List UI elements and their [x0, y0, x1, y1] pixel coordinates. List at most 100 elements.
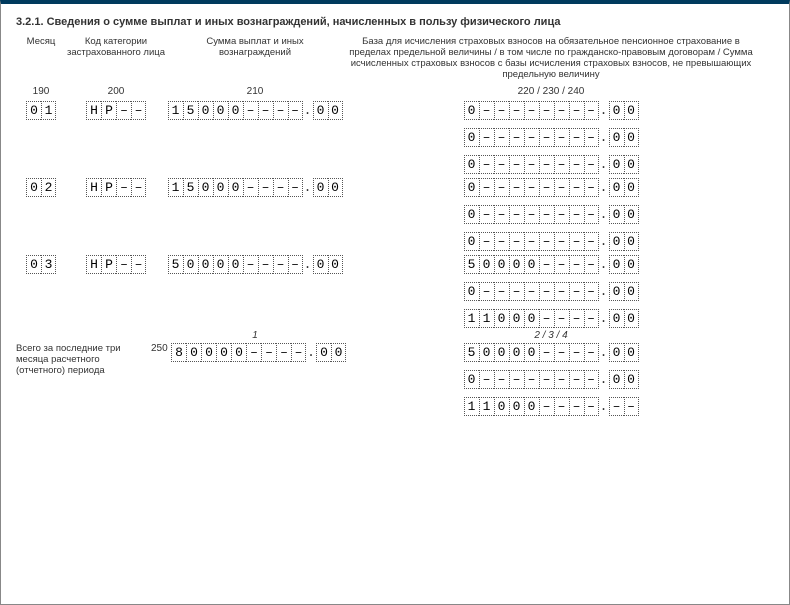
char-cell: 2: [41, 178, 56, 197]
char-cell: 1: [168, 101, 183, 120]
char-cell: –: [273, 101, 288, 120]
decimal-dot: .: [599, 255, 609, 274]
char-cell: –: [524, 101, 539, 120]
char-cell: –: [494, 101, 509, 120]
char-cell: 0: [624, 309, 639, 328]
char-cell: –: [624, 397, 639, 416]
char-cell: –: [539, 205, 554, 224]
char-cell: 0: [228, 255, 243, 274]
char-cell: 0: [26, 178, 41, 197]
char-cell: –: [131, 178, 146, 197]
char-cell: 0: [524, 343, 539, 362]
char-cell: 0: [624, 232, 639, 251]
column-headers: Месяц Код категории застрахованного лица…: [16, 36, 774, 80]
data-rows: 01НР––15000––––.000––––––––.000––––––––.…: [16, 101, 774, 328]
sum-cell: 15000––––.00: [166, 101, 336, 120]
char-cell: 0: [464, 205, 479, 224]
char-cell: 8: [171, 343, 186, 362]
code-code: 200: [66, 86, 166, 97]
decimal-dot: .: [599, 282, 609, 301]
char-cell: –: [584, 128, 599, 147]
char-cell: –: [539, 232, 554, 251]
char-cell: –: [509, 155, 524, 174]
decimal-dot: .: [599, 232, 609, 251]
char-cell: –: [584, 397, 599, 416]
char-cell: 0: [524, 309, 539, 328]
char-cell: –: [509, 128, 524, 147]
char-cell: 0: [464, 101, 479, 120]
char-cell: 0: [624, 128, 639, 147]
char-cell: 0: [216, 343, 231, 362]
char-cell: –: [554, 205, 569, 224]
header-base: База для исчисления страховых взносов на…: [336, 36, 756, 80]
char-cell: –: [243, 178, 258, 197]
char-cell: –: [131, 255, 146, 274]
char-cell: –: [479, 282, 494, 301]
char-cell: –: [569, 155, 584, 174]
char-cell: –: [569, 205, 584, 224]
category-cell: НР––: [66, 255, 166, 274]
char-cell: –: [569, 255, 584, 274]
sum-cell: 50000––––.00: [166, 255, 336, 274]
char-cell: –: [288, 255, 303, 274]
char-cell: –: [539, 343, 554, 362]
char-cell: 0: [464, 282, 479, 301]
note-sum: 1: [166, 330, 336, 341]
char-cell: –: [569, 101, 584, 120]
char-cell: –: [509, 232, 524, 251]
char-cell: –: [569, 343, 584, 362]
char-cell: 0: [624, 370, 639, 389]
char-cell: 0: [524, 397, 539, 416]
char-cell: 0: [609, 128, 624, 147]
char-cell: –: [554, 370, 569, 389]
char-cell: –: [539, 178, 554, 197]
char-cell: 0: [609, 101, 624, 120]
char-cell: –: [569, 232, 584, 251]
char-cell: 3: [41, 255, 56, 274]
char-cell: 5: [464, 343, 479, 362]
char-cell: 1: [464, 397, 479, 416]
char-cell: –: [524, 370, 539, 389]
decimal-dot: .: [303, 255, 313, 274]
char-cell: –: [554, 155, 569, 174]
char-cell: Р: [101, 255, 116, 274]
char-cell: 1: [168, 178, 183, 197]
category-cell: НР––: [66, 101, 166, 120]
char-cell: –: [246, 343, 261, 362]
base-cell: 50000––––.000––––––––.0011000––––.00: [336, 255, 756, 328]
char-cell: 1: [41, 101, 56, 120]
char-cell: 0: [509, 309, 524, 328]
char-cell: Н: [86, 178, 101, 197]
char-cell: –: [569, 397, 584, 416]
char-cell: –: [539, 309, 554, 328]
char-cell: 0: [464, 155, 479, 174]
char-cell: 0: [464, 370, 479, 389]
char-cell: 0: [524, 255, 539, 274]
char-cell: 0: [464, 128, 479, 147]
char-cell: 0: [198, 178, 213, 197]
char-cell: –: [554, 101, 569, 120]
char-cell: –: [539, 255, 554, 274]
char-cell: –: [273, 255, 288, 274]
char-cell: –: [584, 232, 599, 251]
decimal-dot: .: [599, 205, 609, 224]
char-cell: 5: [168, 255, 183, 274]
char-cell: 0: [464, 232, 479, 251]
char-cell: 0: [201, 343, 216, 362]
char-cell: –: [539, 282, 554, 301]
char-cell: –: [609, 397, 624, 416]
char-cell: 0: [494, 397, 509, 416]
char-cell: –: [524, 205, 539, 224]
char-cell: 0: [609, 155, 624, 174]
decimal-dot: .: [303, 178, 313, 197]
char-cell: Н: [86, 101, 101, 120]
char-cell: –: [584, 205, 599, 224]
char-cell: Р: [101, 101, 116, 120]
decimal-dot: .: [599, 178, 609, 197]
char-cell: 0: [609, 232, 624, 251]
char-cell: –: [131, 101, 146, 120]
month-cell: 02: [16, 178, 66, 197]
char-cell: –: [116, 255, 131, 274]
char-cell: –: [539, 101, 554, 120]
char-cell: –: [494, 178, 509, 197]
